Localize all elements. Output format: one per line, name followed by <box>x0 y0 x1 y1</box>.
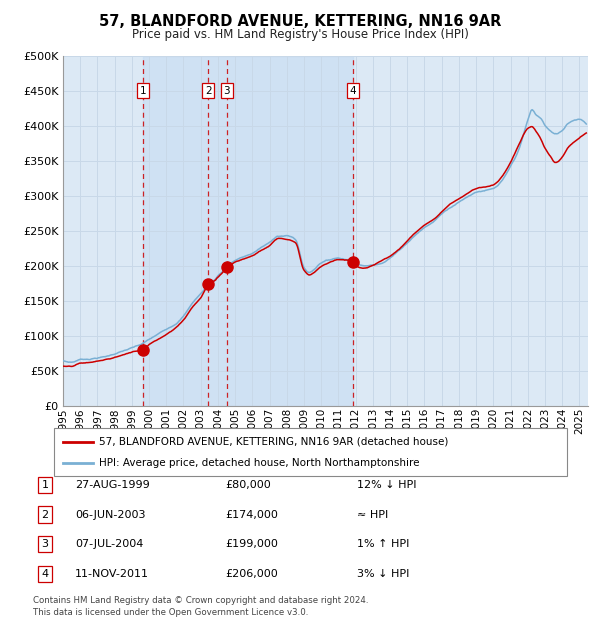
Text: 2: 2 <box>41 510 49 520</box>
Text: 06-JUN-2003: 06-JUN-2003 <box>75 510 146 520</box>
Text: 12% ↓ HPI: 12% ↓ HPI <box>357 480 416 490</box>
Text: £199,000: £199,000 <box>225 539 278 549</box>
Text: ≈ HPI: ≈ HPI <box>357 510 388 520</box>
Text: 57, BLANDFORD AVENUE, KETTERING, NN16 9AR (detached house): 57, BLANDFORD AVENUE, KETTERING, NN16 9A… <box>99 436 448 447</box>
Text: 4: 4 <box>41 569 49 579</box>
Text: 3: 3 <box>223 86 230 96</box>
Text: 07-JUL-2004: 07-JUL-2004 <box>75 539 143 549</box>
Text: 1: 1 <box>41 480 49 490</box>
Text: 11-NOV-2011: 11-NOV-2011 <box>75 569 149 579</box>
Text: 2: 2 <box>205 86 211 96</box>
Text: HPI: Average price, detached house, North Northamptonshire: HPI: Average price, detached house, Nort… <box>99 458 419 468</box>
Text: £174,000: £174,000 <box>225 510 278 520</box>
Text: 1% ↑ HPI: 1% ↑ HPI <box>357 539 409 549</box>
Text: 27-AUG-1999: 27-AUG-1999 <box>75 480 150 490</box>
Text: £206,000: £206,000 <box>225 569 278 579</box>
Text: 3% ↓ HPI: 3% ↓ HPI <box>357 569 409 579</box>
Text: 3: 3 <box>41 539 49 549</box>
Text: 57, BLANDFORD AVENUE, KETTERING, NN16 9AR: 57, BLANDFORD AVENUE, KETTERING, NN16 9A… <box>99 14 501 29</box>
Text: 1: 1 <box>140 86 146 96</box>
Text: Price paid vs. HM Land Registry's House Price Index (HPI): Price paid vs. HM Land Registry's House … <box>131 28 469 41</box>
Text: £80,000: £80,000 <box>225 480 271 490</box>
Bar <box>143 56 353 406</box>
Text: 4: 4 <box>350 86 356 96</box>
Text: Contains HM Land Registry data © Crown copyright and database right 2024.
This d: Contains HM Land Registry data © Crown c… <box>33 596 368 617</box>
